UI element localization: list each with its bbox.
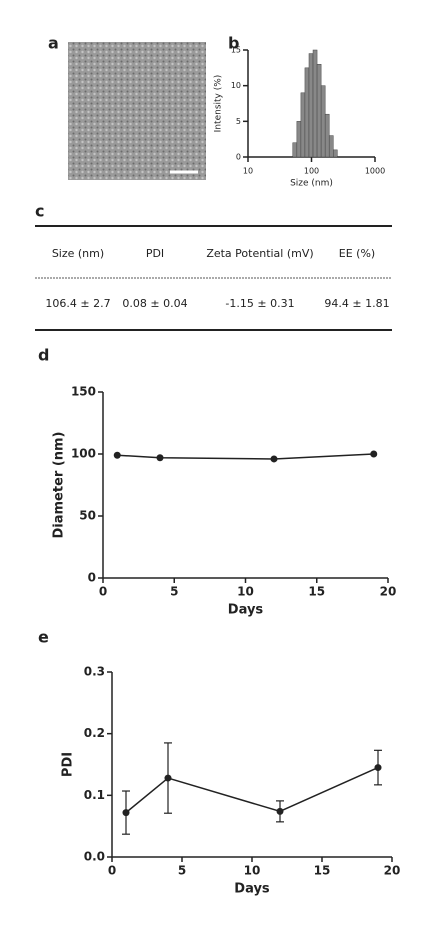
x-tick-label: 15 <box>308 585 325 599</box>
panel-label: a <box>48 34 59 53</box>
histogram-bar <box>309 54 313 157</box>
x-tick-label: 5 <box>178 864 186 878</box>
table: Size (nm) PDI Zeta Potential (mV) EE (%) 106… <box>45 247 389 310</box>
data-point <box>123 809 130 816</box>
data-point <box>370 451 377 458</box>
data-point <box>277 808 284 815</box>
x-tick-label: 15 <box>314 864 331 878</box>
y-tick-label: 0 <box>236 153 241 162</box>
x-tick-label: 10 <box>237 585 254 599</box>
figure: a c Size (nm) PDI Zeta Potential (mV) EE (%… <box>0 0 432 936</box>
table-cell: 106.4 ± 2.7 <box>45 297 110 310</box>
histogram-bar <box>301 93 305 157</box>
histogram-bar <box>325 114 329 157</box>
y-axis-label: Diameter (nm) <box>52 431 67 538</box>
panel-label: e <box>38 628 49 647</box>
histogram-bar <box>329 136 333 157</box>
x-tick-label: 10 <box>243 167 253 176</box>
table-header: Zeta Potential (mV) <box>206 247 313 260</box>
tem-image <box>68 42 206 180</box>
y-tick-label: 0 <box>88 571 96 585</box>
y-axis-label: Intensity (%) <box>214 75 224 133</box>
y-tick-label: 150 <box>71 385 96 399</box>
x-axis-label: Days <box>234 882 270 897</box>
panel-label: d <box>38 346 49 365</box>
data-point <box>165 775 172 782</box>
x-axis-label: Days <box>228 603 264 618</box>
series-line <box>117 454 374 459</box>
x-tick-label: 20 <box>384 864 401 878</box>
histogram-bar <box>313 50 317 157</box>
x-tick-label: 100 <box>304 167 319 176</box>
y-tick-label: 5 <box>236 117 241 126</box>
table-header: EE (%) <box>339 247 375 260</box>
histogram-bar <box>317 64 321 157</box>
x-tick-label: 20 <box>380 585 397 599</box>
x-axis-label: Size (nm) <box>290 179 333 189</box>
data-point <box>157 454 164 461</box>
x-tick-label: 0 <box>108 864 116 878</box>
y-axis-label: PDI <box>61 752 76 777</box>
histogram-bar <box>333 150 337 157</box>
y-tick-label: 10 <box>231 81 241 90</box>
x-tick-label: 10 <box>244 864 261 878</box>
y-tick-label: 0.2 <box>84 726 105 740</box>
histogram-bar <box>305 68 309 157</box>
data-point <box>375 764 382 771</box>
histogram-bar <box>297 121 301 157</box>
series-line <box>126 768 378 813</box>
y-tick-label: 15 <box>231 46 241 55</box>
table-cell: -1.15 ± 0.31 <box>225 297 294 310</box>
panel-label: c <box>35 202 44 221</box>
data-point <box>271 455 278 462</box>
x-tick-label: 1000 <box>365 167 385 176</box>
x-tick-label: 0 <box>99 585 107 599</box>
histogram-bar <box>293 143 297 157</box>
histogram-bar <box>321 86 325 157</box>
y-tick-label: 0.1 <box>84 788 105 802</box>
table-cell: 94.4 ± 1.81 <box>324 297 389 310</box>
table-header: PDI <box>146 247 164 260</box>
table-header: Size (nm) <box>52 247 104 260</box>
y-tick-label: 0.0 <box>84 850 105 864</box>
y-tick-label: 50 <box>79 509 96 523</box>
y-tick-label: 100 <box>71 447 96 461</box>
data-point <box>114 452 121 459</box>
table-cell: 0.08 ± 0.04 <box>122 297 187 310</box>
x-tick-label: 5 <box>170 585 178 599</box>
y-tick-label: 0.3 <box>84 665 105 679</box>
